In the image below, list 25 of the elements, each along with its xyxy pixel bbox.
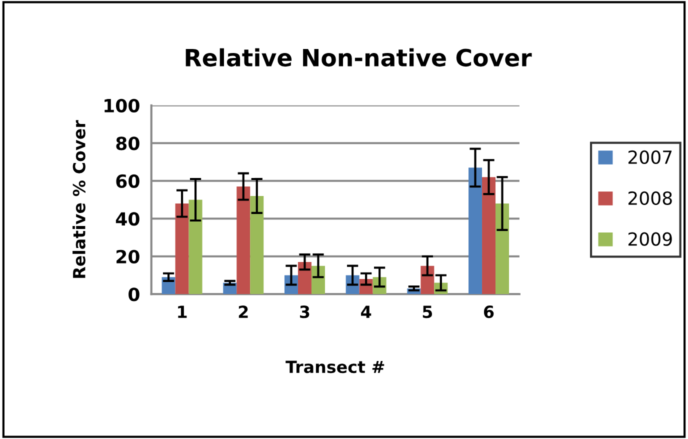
x-tick-label: 4 [361, 306, 372, 318]
bar [496, 204, 510, 294]
bar [175, 204, 189, 294]
legend-label: 2008 [628, 191, 672, 205]
y-tick-label: 20 [116, 250, 140, 264]
y-tick-label: 80 [116, 136, 140, 150]
legend-label: 2007 [628, 150, 672, 164]
bar [188, 200, 202, 294]
x-tick-label: 5 [422, 306, 432, 318]
bar [236, 186, 250, 294]
x-tick-label: 3 [300, 306, 310, 318]
x-tick-label: 2 [238, 306, 248, 318]
x-axis-title: Transect # [286, 360, 384, 374]
x-tick-label: 6 [484, 306, 494, 318]
y-tick-label: 0 [128, 288, 140, 302]
y-tick-label: 60 [116, 174, 140, 188]
bar [482, 177, 496, 294]
y-tick-label: 40 [116, 212, 140, 226]
chart-title: Relative Non-native Cover [186, 48, 532, 67]
legend-label: 2009 [628, 232, 672, 246]
y-tick-label: 100 [104, 98, 140, 112]
bar [250, 196, 264, 294]
y-axis-title: Relative % Cover [72, 120, 86, 278]
x-tick-label: 1 [178, 306, 187, 318]
bar [468, 168, 482, 294]
